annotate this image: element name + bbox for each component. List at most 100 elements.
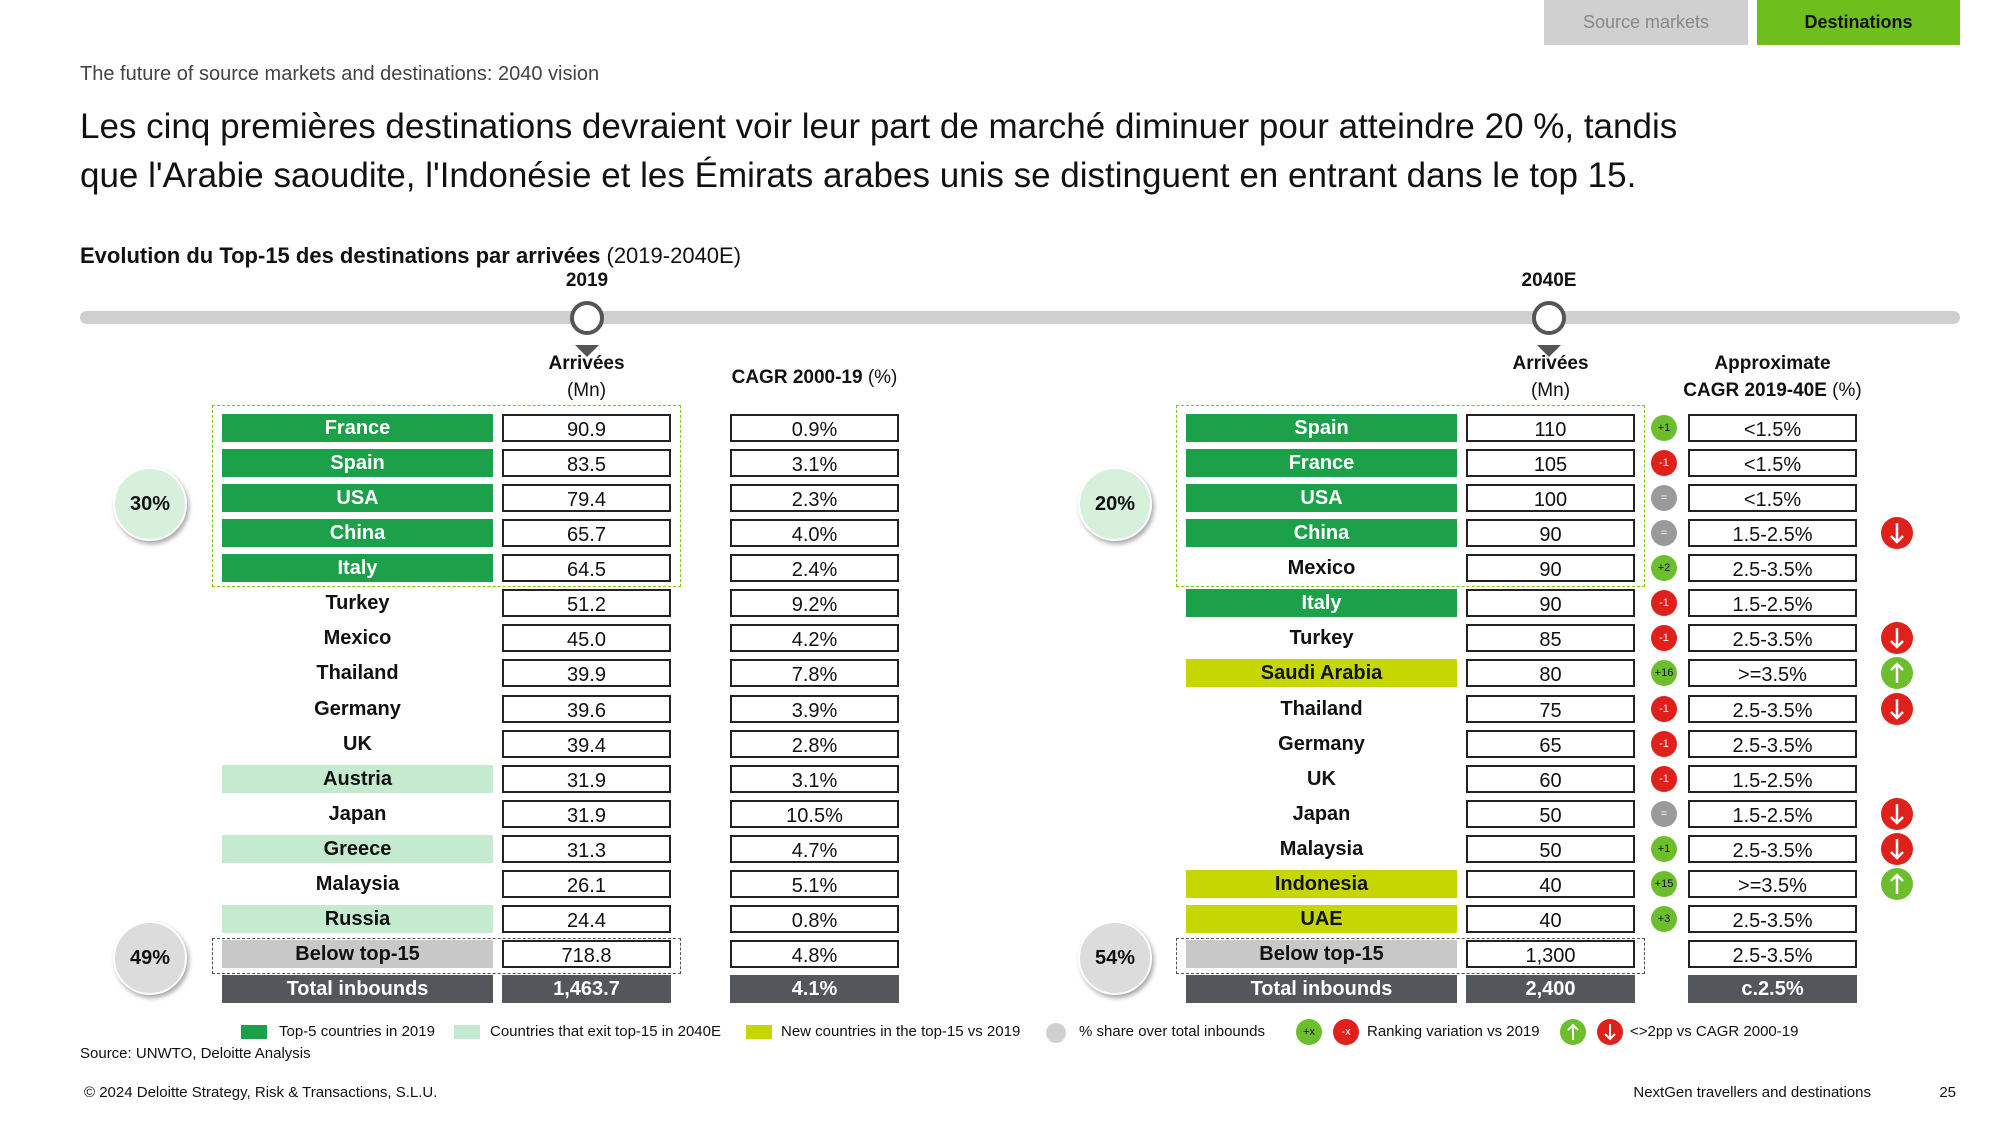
arrivals-cell: 60	[1466, 764, 1635, 793]
rank-badge: +2	[1651, 555, 1677, 582]
arrivals-cell: 31.3	[502, 834, 671, 863]
legend-label: % share over total inbounds	[1079, 1023, 1265, 1040]
headline-line: Les cinq premières destinations devraien…	[80, 107, 1678, 146]
cagr-cell: 4.1%	[730, 975, 899, 1004]
country-cell: France	[1186, 449, 1457, 478]
arrivals-cell: 39.6	[502, 694, 671, 723]
country-cell: UK	[343, 732, 372, 755]
cagr-cell: 2.5-3.5%	[1688, 624, 1857, 653]
arrivals-cell: 75	[1466, 694, 1635, 723]
country-cell: Total inbounds	[1186, 975, 1457, 1004]
country-cell: Thailand	[1280, 697, 1363, 720]
top5-frame	[212, 405, 681, 587]
cagr-cell: <1.5%	[1688, 484, 1857, 513]
country-cell: Malaysia	[1279, 837, 1364, 860]
cagr-header: CAGR 2000-19 (%)	[670, 364, 959, 391]
arrivals-cell: 1,463.7	[502, 975, 671, 1004]
cagr-cell: >=3.5%	[1688, 869, 1857, 898]
footer-title: NextGen travellers and destinations	[1633, 1084, 1871, 1101]
arrivals-cell: 79.4	[502, 484, 671, 513]
arrivals-cell: 85	[1466, 624, 1635, 653]
cagr-cell: 5.1%	[730, 869, 899, 898]
arrivals-cell: 1,300	[1466, 940, 1635, 969]
kicker: The future of source markets and destina…	[80, 63, 600, 85]
country-cell: Russia	[222, 904, 493, 933]
source: Source: UNWTO, Deloitte Analysis	[80, 1045, 311, 1062]
cagr-cell: 4.0%	[730, 519, 899, 548]
page-number: 25	[1939, 1084, 1956, 1101]
timeline-marker	[1532, 301, 1566, 335]
arrivals-cell: 64.5	[502, 554, 671, 583]
arrivals-cell: 90	[1466, 589, 1635, 618]
country-cell: Malaysia	[315, 872, 400, 895]
arrivals-cell: 51.2	[502, 589, 671, 618]
cagr-cell: 2.5-3.5%	[1688, 940, 1857, 969]
arrivals-cell: 65	[1466, 729, 1635, 758]
arrivals-cell: 39.4	[502, 729, 671, 758]
headline-line: que l'Arabie saoudite, l'Indonésie et le…	[80, 156, 1637, 195]
cagr-cell: >=3.5%	[1688, 659, 1857, 688]
header-normal: (Mn)	[566, 380, 607, 401]
arrivals-header: Arrivées (Mn)	[482, 350, 691, 404]
cagr-cell: 3.1%	[730, 764, 899, 793]
header-normal: (Mn)	[1530, 380, 1571, 401]
section-title: Evolution du Top-15 des destinations par…	[80, 243, 741, 269]
rank-badge: +3	[1651, 905, 1677, 932]
rank-badge: =	[1651, 800, 1677, 827]
timeline-marker	[570, 301, 604, 335]
country-cell: Total inbounds	[222, 975, 493, 1004]
cagr-cell: 1.5-2.5%	[1688, 764, 1857, 793]
country-cell: USA	[1186, 484, 1457, 513]
cagr-cell: 3.1%	[730, 449, 899, 478]
header-line: CAGR 2000-19 (%)	[670, 364, 959, 391]
share-circle: 49%	[113, 921, 187, 995]
country-cell: Austria	[222, 764, 493, 793]
year-label: 2019	[565, 270, 609, 291]
cagr-cell: 2.8%	[730, 729, 899, 758]
cagr-cell: <1.5%	[1688, 449, 1857, 478]
tab[interactable]: Destinations	[1757, 0, 1960, 45]
country-cell: Japan	[328, 802, 387, 825]
cagr-cell: 4.7%	[730, 834, 899, 863]
legend-label: Ranking variation vs 2019	[1367, 1023, 1540, 1040]
header-normal: (%)	[867, 367, 898, 388]
arrivals-cell: 40	[1466, 869, 1635, 898]
cagr-cell: c.2.5%	[1688, 975, 1857, 1004]
country-cell: Germany	[1278, 732, 1365, 755]
cagr-cell: 0.8%	[730, 904, 899, 933]
arrivals-cell: 80	[1466, 659, 1635, 688]
below-frame	[1176, 938, 1645, 974]
country-cell: China	[222, 519, 493, 548]
trend-arrow	[1881, 832, 1913, 865]
country-cell: Saudi Arabia	[1186, 659, 1457, 688]
arrivals-cell: 45.0	[502, 624, 671, 653]
arrivals-cell: 110	[1466, 414, 1635, 442]
header-bold: CAGR 2000-19	[731, 367, 863, 388]
cagr-cell: 2.4%	[730, 554, 899, 583]
section-title-normal: (2019-2040E)	[606, 243, 742, 268]
country-cell: France	[222, 414, 493, 442]
legend-label: <>2pp vs CAGR 2000-19	[1630, 1023, 1799, 1040]
rank-badge: =	[1651, 520, 1677, 547]
arrivals-cell: 105	[1466, 449, 1635, 478]
legend-badge: -x	[1333, 1019, 1359, 1045]
trend-arrow	[1881, 797, 1913, 830]
share-circle: 30%	[113, 467, 187, 541]
rank-badge: -1	[1651, 450, 1677, 477]
top5-frame	[1176, 405, 1645, 587]
legend-swatch	[241, 1025, 267, 1039]
tab[interactable]: Source markets	[1544, 0, 1748, 45]
arrivals-cell: 83.5	[502, 449, 671, 478]
cagr-cell: 10.5%	[730, 799, 899, 828]
arrivals-cell: 718.8	[502, 940, 671, 969]
cagr-cell: 1.5-2.5%	[1688, 519, 1857, 548]
arrivals-cell: 24.4	[502, 904, 671, 933]
country-cell: UAE	[1186, 904, 1457, 933]
country-cell: China	[1186, 519, 1457, 548]
rank-badge: -1	[1651, 590, 1677, 617]
cagr-cell: 7.8%	[730, 659, 899, 688]
header-line: CAGR 2019-40E (%)	[1628, 377, 1917, 404]
country-cell: Indonesia	[1186, 869, 1457, 898]
country-cell: Japan	[1292, 802, 1351, 825]
trend-arrow	[1881, 692, 1913, 725]
